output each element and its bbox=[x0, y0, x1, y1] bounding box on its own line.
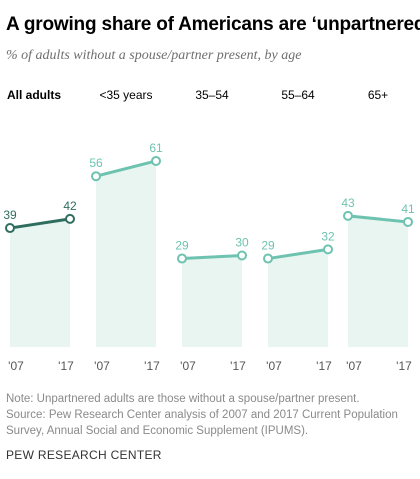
panel-label: 35–54 bbox=[195, 88, 229, 102]
data-point bbox=[403, 216, 413, 227]
panel-label: All adults bbox=[7, 88, 61, 102]
data-label: 42 bbox=[63, 199, 77, 213]
data-point bbox=[343, 210, 353, 221]
note-text: Note: Unpartnered adults are those witho… bbox=[6, 393, 360, 405]
tick-label: '17 bbox=[58, 359, 74, 373]
tick-label: '07 bbox=[94, 359, 110, 373]
data-label: 41 bbox=[401, 202, 415, 216]
data-point bbox=[263, 253, 273, 264]
data-point bbox=[65, 213, 75, 224]
tick-label: '07 bbox=[266, 359, 282, 373]
tick-label: '17 bbox=[144, 359, 160, 373]
series-line bbox=[267, 247, 329, 261]
data-point bbox=[237, 250, 247, 261]
data-label: 61 bbox=[149, 141, 163, 155]
chart-subtitle: % of adults without a spouse/partner pre… bbox=[6, 48, 302, 63]
series-line bbox=[181, 254, 243, 261]
data-point bbox=[5, 223, 15, 234]
data-label: 29 bbox=[261, 239, 275, 253]
area-fill bbox=[96, 160, 156, 347]
data-point bbox=[177, 253, 187, 264]
panel-label: <35 years bbox=[99, 88, 152, 102]
tick-label: '07 bbox=[180, 359, 196, 373]
data-label: 39 bbox=[3, 208, 17, 222]
tick-label: '17 bbox=[396, 359, 412, 373]
tick-label: '07 bbox=[8, 359, 24, 373]
data-label: 30 bbox=[235, 236, 249, 250]
data-point bbox=[323, 244, 333, 255]
series-line bbox=[9, 217, 71, 230]
series-line bbox=[347, 214, 409, 224]
tick-label: '07 bbox=[346, 359, 362, 373]
tick-label: '17 bbox=[316, 359, 332, 373]
area-fill bbox=[10, 218, 70, 347]
series-line bbox=[95, 159, 157, 178]
panel-label: 65+ bbox=[368, 88, 388, 102]
data-label: 29 bbox=[175, 239, 189, 253]
org-credit: PEW RESEARCH CENTER bbox=[6, 448, 162, 462]
area-fill bbox=[348, 215, 408, 347]
data-label: 43 bbox=[341, 196, 355, 210]
chart-title: A growing share of Americans are ‘unpart… bbox=[6, 14, 420, 35]
area-fill bbox=[182, 255, 242, 347]
data-label: 56 bbox=[89, 156, 103, 170]
data-label: 32 bbox=[321, 229, 335, 243]
panel-label: 55–64 bbox=[281, 88, 315, 102]
tick-label: '17 bbox=[230, 359, 246, 373]
data-point bbox=[91, 171, 101, 182]
footnote: Note: Unpartnered adults are those witho… bbox=[6, 391, 416, 439]
chart-area: 39 42 All adults '07 '17 56 61 <35 years '07 '17 2… bbox=[3, 88, 415, 373]
area-fill bbox=[268, 249, 328, 347]
source-text: Source: Pew Research Center analysis of … bbox=[6, 409, 398, 437]
data-point bbox=[151, 155, 161, 166]
